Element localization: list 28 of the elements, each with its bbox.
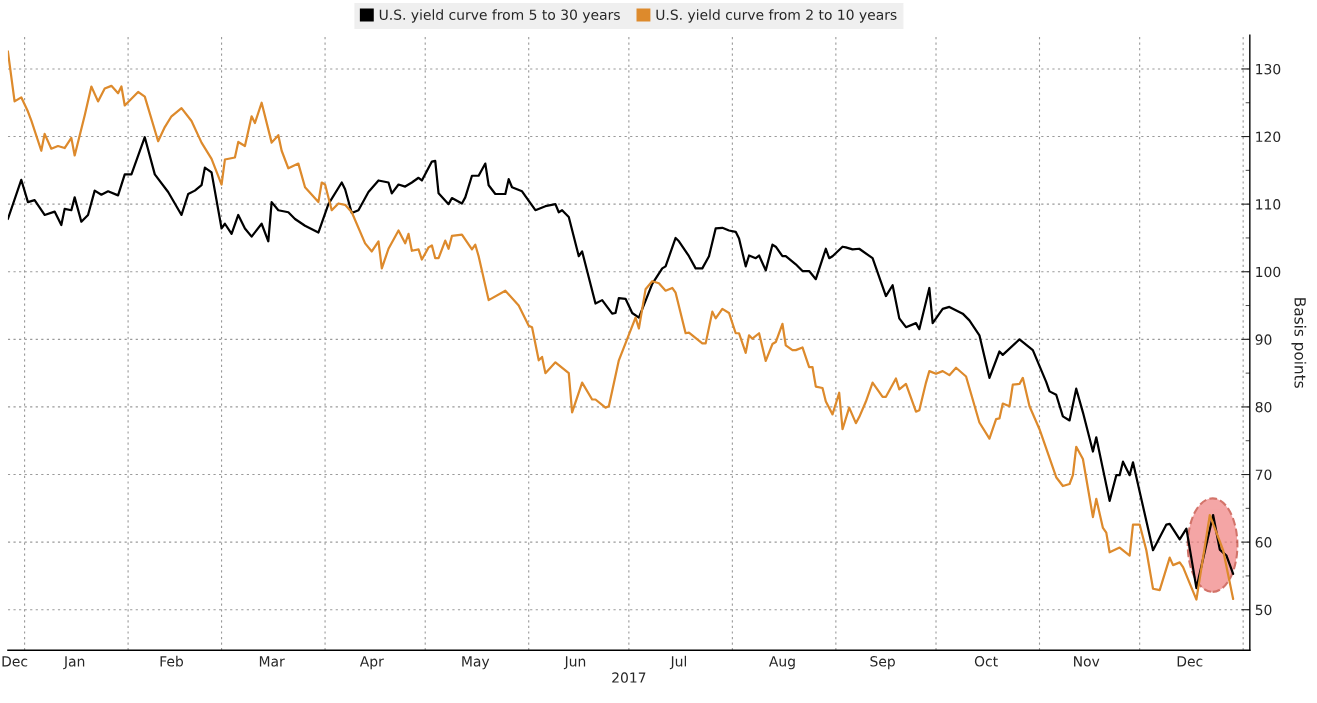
line-series [7, 136, 1235, 590]
x-tick-label: Aug [768, 656, 795, 670]
x-tick-label: Nov [1074, 656, 1100, 667]
line-series [7, 50, 1235, 601]
x-tick-label: May [462, 656, 490, 670]
legend-label: U.S. yield curve from 2 to 10 years [656, 9, 897, 23]
y-tick-label: 90 [1255, 334, 1272, 345]
x-tick-label: Sep [870, 656, 895, 670]
y-tick-label: 60 [1255, 537, 1272, 548]
x-tick-label: Mar [259, 656, 285, 667]
y-tick-label: 120 [1256, 131, 1281, 143]
y-tick-label: 50 [1255, 604, 1272, 616]
y-tick-label: 110 [1256, 199, 1281, 210]
x-tick-label: Apr [359, 656, 384, 670]
legend-label: U.S. yield curve from 5 to 30 years [379, 9, 620, 23]
x-tick-label: Jun [563, 656, 586, 670]
x-tick-label: Jan [63, 656, 85, 670]
y-tick-label: 80 [1255, 401, 1272, 413]
y-tick-label: 100 [1256, 266, 1281, 278]
y-tick-label: 130 [1256, 63, 1281, 75]
x-tick-label: Dec [1177, 656, 1203, 667]
x-tick-label: Feb [160, 655, 184, 667]
x-tick-label: Dec [2, 656, 28, 667]
x-tick-label: Oct [974, 656, 998, 667]
x-axis-title: 2017 [612, 672, 646, 683]
y-axis-title: Basis points [1291, 298, 1307, 388]
y-tick-label: 70 [1255, 469, 1272, 480]
x-tick-label: Jul [669, 655, 687, 670]
